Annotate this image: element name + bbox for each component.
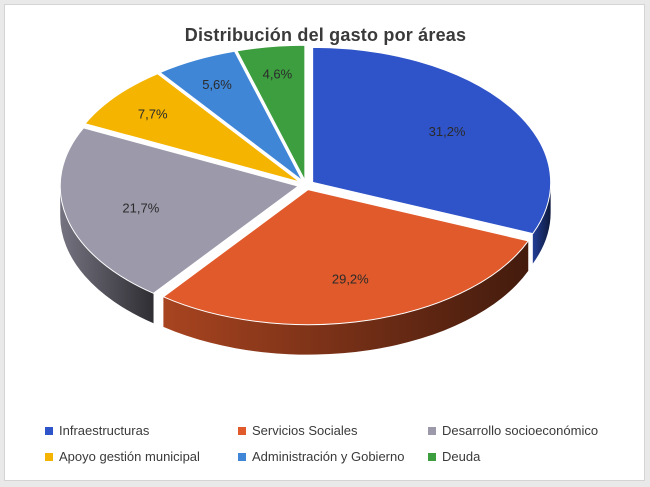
- legend-item-servicios-sociales: Servicios Sociales: [238, 423, 358, 438]
- legend-swatch: [428, 426, 436, 435]
- legend-label: Administración y Gobierno: [252, 449, 405, 464]
- slice-deuda: [236, 44, 306, 181]
- slice-administración-y-gobierno: [159, 50, 303, 182]
- slice-side-infraestructuras: [532, 182, 551, 264]
- legend-swatch: [428, 452, 436, 461]
- legend-item-desarrollo-socioeconómico: Desarrollo socioeconómico: [428, 423, 598, 438]
- data-label-administración-y-gobierno: 5,6%: [202, 77, 232, 92]
- slice-apoyo-gestión-municipal: [84, 73, 301, 183]
- legend-label: Desarrollo socioeconómico: [442, 423, 599, 438]
- legend-swatch: [238, 426, 246, 435]
- slice-side-desarrollo-socioeconómico: [60, 186, 154, 324]
- slice-side-servicios-sociales: [163, 240, 529, 355]
- slice-servicios-sociales: [162, 189, 530, 326]
- legend-label: Infraestructuras: [59, 423, 150, 438]
- chart-title: Distribución del gasto por áreas: [184, 25, 467, 45]
- pie-chart: 31,2% 29,2% 21,7% 7,7% 5,6% 4,6%: [59, 44, 552, 355]
- legend-label: Deuda: [442, 449, 481, 464]
- slice-desarrollo-socioeconómico: [59, 127, 300, 294]
- legend-swatch: [45, 452, 53, 461]
- data-label-apoyo-gestión-municipal: 7,7%: [138, 106, 168, 121]
- data-label-servicios-sociales: 29,2%: [332, 271, 369, 286]
- legend-label: Servicios Sociales: [252, 423, 358, 438]
- legend-item-infraestructuras: Infraestructuras: [45, 423, 149, 438]
- legend-item-apoyo-gestión-municipal: Apoyo gestión municipal: [45, 449, 200, 464]
- legend-item-administración-y-gobierno: Administración y Gobierno: [238, 449, 404, 464]
- chart-frame: Distribución del gasto por áreas 31,2% 29…: [4, 4, 645, 481]
- legend-label: Apoyo gestión municipal: [59, 449, 200, 464]
- data-label-infraestructuras: 31,2%: [429, 124, 466, 139]
- data-label-deuda: 4,6%: [263, 66, 293, 81]
- slice-infraestructuras: [312, 46, 552, 235]
- legend-swatch: [45, 426, 53, 435]
- legend-item-deuda: Deuda: [428, 449, 480, 464]
- legend-swatch: [238, 452, 246, 461]
- data-label-desarrollo-socioeconómico: 21,7%: [122, 201, 159, 216]
